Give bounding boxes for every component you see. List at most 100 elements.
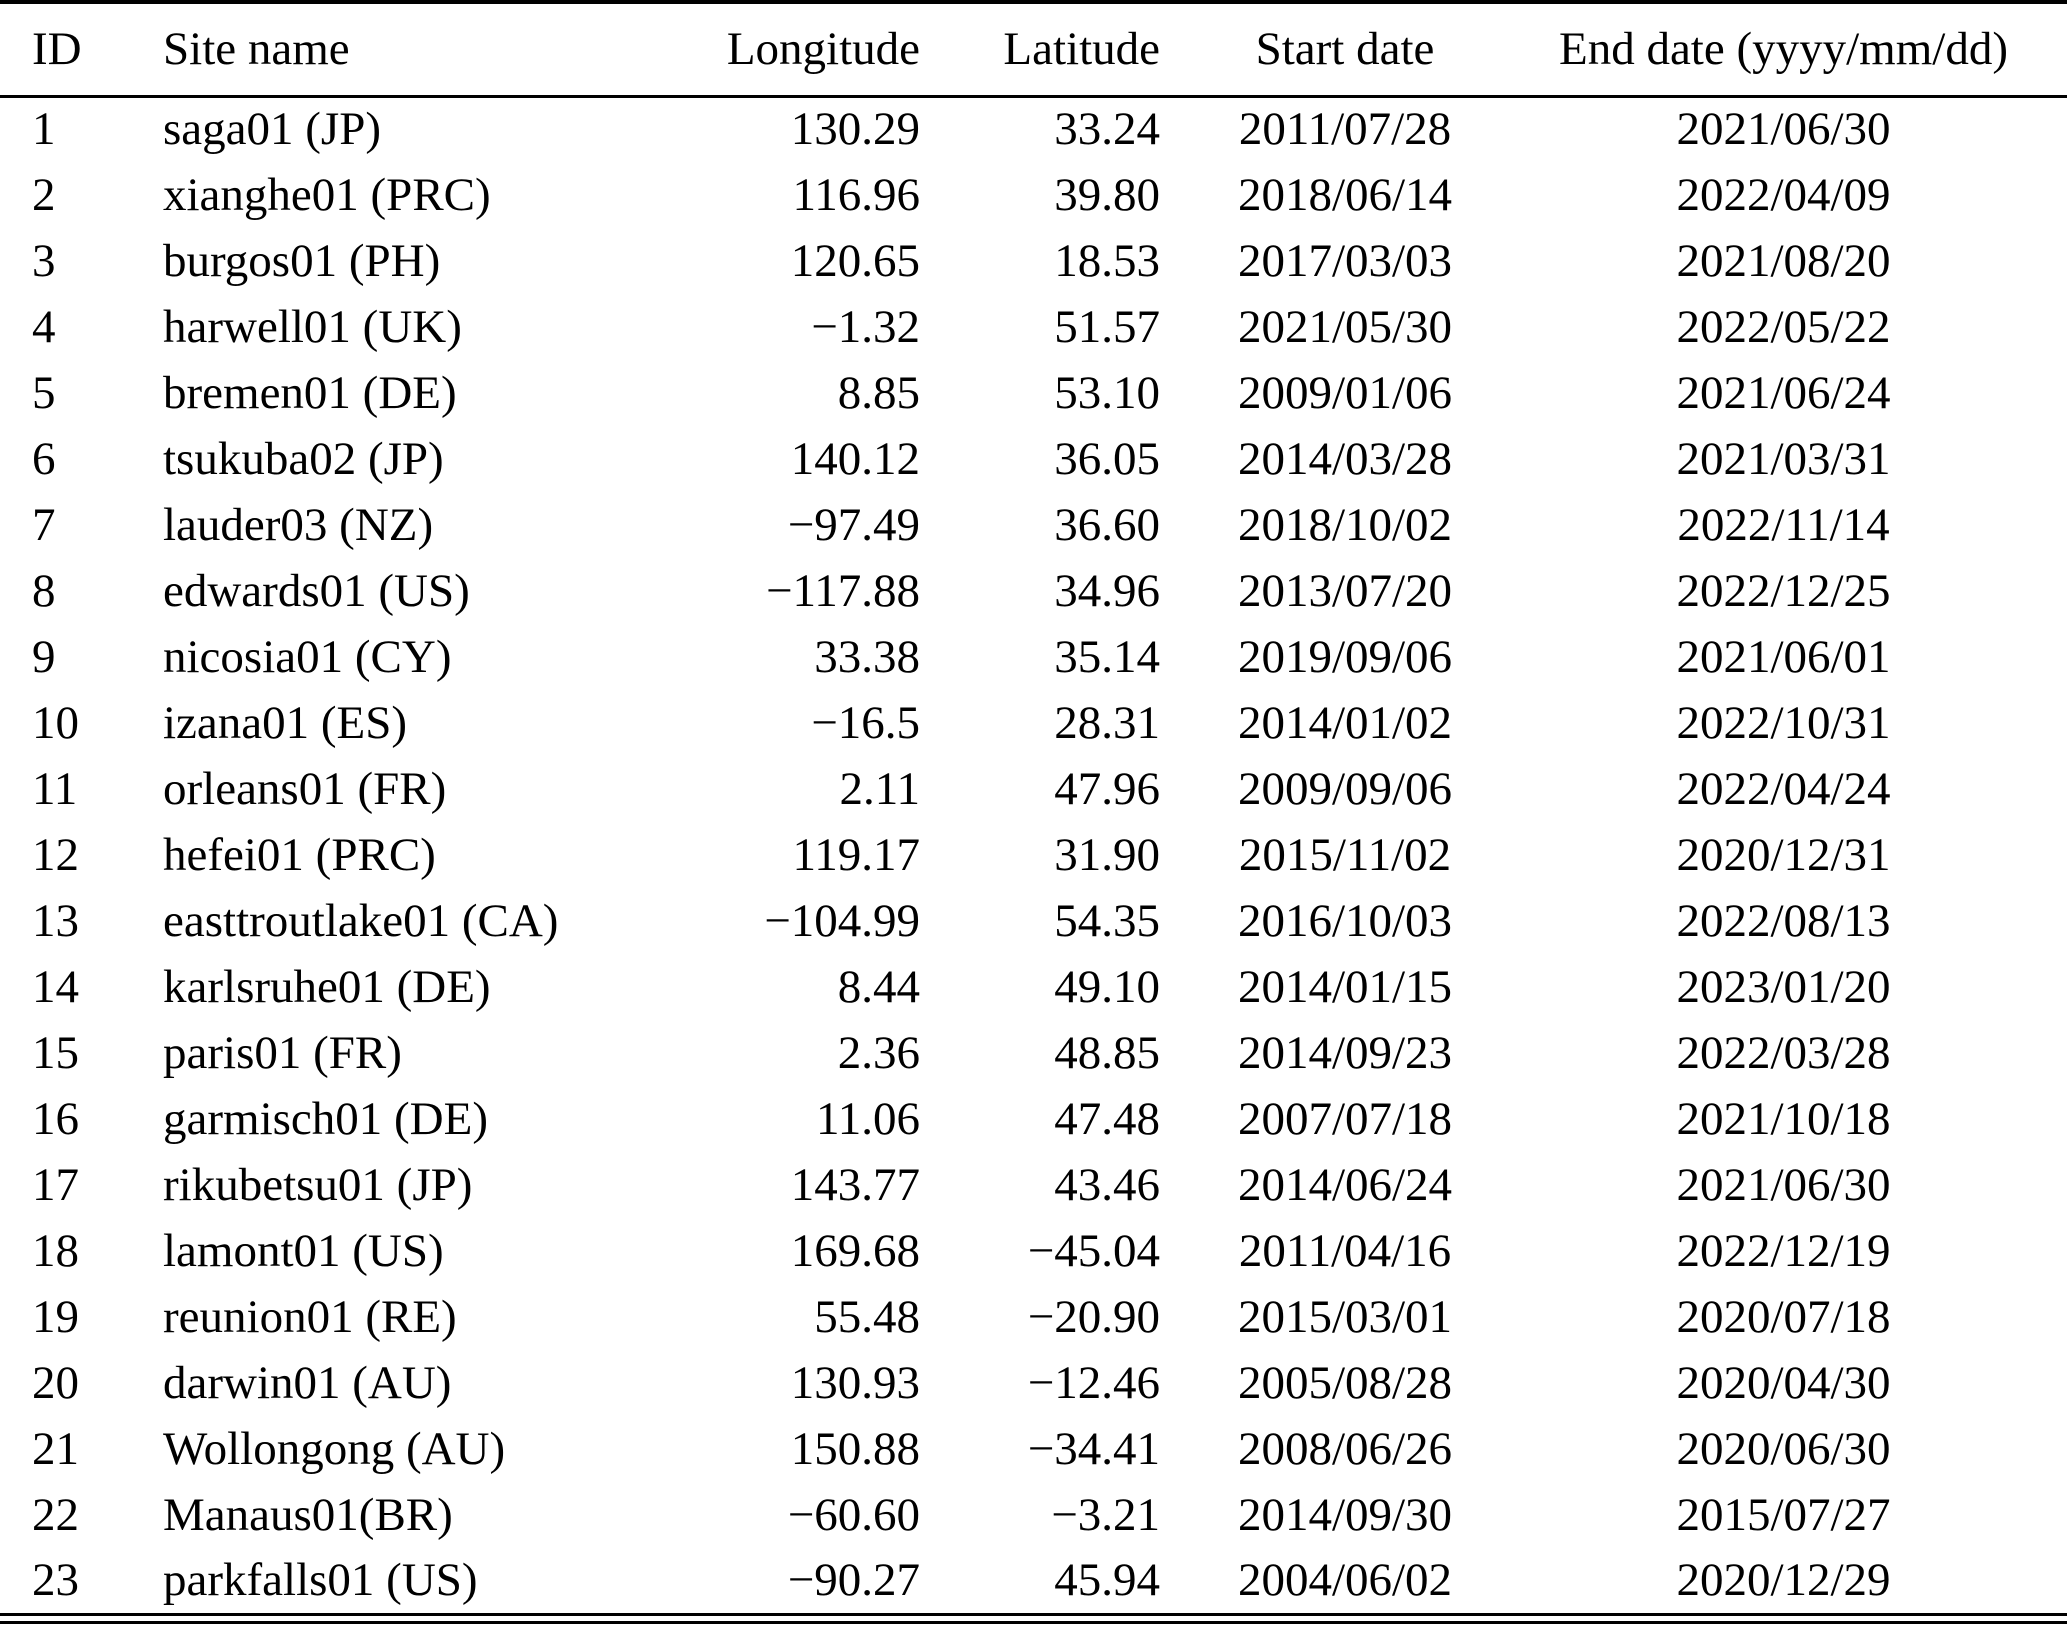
table-row: 19 reunion01 (RE) 55.48 −20.90 2015/03/01 202… bbox=[0, 1284, 2067, 1350]
cell-longitude: 2.11 bbox=[839, 762, 920, 815]
cell-latitude: −45.04 bbox=[1027, 1224, 1160, 1277]
cell-id: 17 bbox=[32, 1158, 79, 1211]
cell-id: 14 bbox=[32, 960, 79, 1013]
table-row: 15 paris01 (FR) 2.36 48.85 2014/09/23 2022/03… bbox=[0, 1020, 2067, 1086]
cell-start-date: 2011/04/16 bbox=[1238, 1224, 1452, 1277]
cell-longitude: 8.44 bbox=[837, 960, 920, 1013]
cell-site-name: lamont01 (US) bbox=[163, 1224, 444, 1277]
cell-latitude: 49.10 bbox=[1054, 960, 1160, 1013]
cell-start-date: 2016/10/03 bbox=[1237, 894, 1453, 947]
table-row: 5 bremen01 (DE) 8.85 53.10 2009/01/06 2021/06… bbox=[0, 360, 2067, 426]
table-row: 8 edwards01 (US) −117.88 34.96 2013/07/20 202… bbox=[0, 558, 2067, 624]
table-row: 18 lamont01 (US) 169.68 −45.04 2011/04/16 202… bbox=[0, 1218, 2067, 1284]
cell-id: 23 bbox=[32, 1553, 79, 1606]
table-row: 2 xianghe01 (PRC) 116.96 39.80 2018/06/14 202… bbox=[0, 162, 2067, 228]
table-row: 10 izana01 (ES) −16.5 28.31 2014/01/02 2022/1… bbox=[0, 690, 2067, 756]
cell-end-date: 2021/08/20 bbox=[1676, 234, 1891, 287]
table-row: 13 easttroutlake01 (CA) −104.99 54.35 2016/1… bbox=[0, 888, 2067, 954]
cell-start-date: 2009/01/06 bbox=[1237, 366, 1453, 419]
cell-start-date: 2013/07/20 bbox=[1237, 564, 1453, 617]
cell-latitude: 47.48 bbox=[1054, 1092, 1160, 1145]
cell-latitude: 54.35 bbox=[1054, 894, 1160, 947]
cell-end-date: 2022/12/19 bbox=[1676, 1224, 1891, 1277]
cell-latitude: 28.31 bbox=[1054, 696, 1160, 749]
table-row: 16 garmisch01 (DE) 11.06 47.48 2007/07/18 202… bbox=[0, 1086, 2067, 1152]
cell-start-date: 2008/06/26 bbox=[1237, 1422, 1453, 1475]
cell-site-name: lauder03 (NZ) bbox=[163, 498, 434, 551]
table-row: 17 rikubetsu01 (JP) 143.77 43.46 2014/06/24 2… bbox=[0, 1152, 2067, 1218]
table-body: 1 saga01 (JP) 130.29 33.24 2011/07/28 2021/06… bbox=[0, 96, 2067, 1614]
cell-longitude: 120.65 bbox=[790, 234, 920, 287]
cell-id: 13 bbox=[32, 894, 79, 947]
cell-site-name: saga01 (JP) bbox=[163, 103, 381, 156]
cell-latitude: 39.80 bbox=[1054, 168, 1160, 221]
cell-latitude: −34.41 bbox=[1027, 1422, 1160, 1475]
column-header-site-name: Site name bbox=[163, 22, 350, 75]
cell-longitude: −117.88 bbox=[765, 564, 920, 617]
cell-id: 2 bbox=[32, 168, 56, 221]
cell-latitude: −3.21 bbox=[1051, 1488, 1160, 1541]
cell-end-date: 2022/10/31 bbox=[1676, 696, 1891, 749]
cell-site-name: garmisch01 (DE) bbox=[163, 1092, 488, 1145]
cell-end-date: 2021/06/24 bbox=[1676, 366, 1891, 419]
cell-id: 4 bbox=[32, 300, 56, 353]
cell-id: 15 bbox=[32, 1026, 79, 1079]
cell-id: 3 bbox=[32, 234, 56, 287]
table-row: 7 lauder03 (NZ) −97.49 36.60 2018/10/02 2022/… bbox=[0, 492, 2067, 558]
cell-end-date: 2020/06/30 bbox=[1676, 1422, 1891, 1475]
cell-id: 6 bbox=[32, 432, 56, 485]
cell-site-name: tsukuba02 (JP) bbox=[163, 432, 444, 485]
cell-start-date: 2014/01/15 bbox=[1237, 960, 1453, 1013]
table-row: 6 tsukuba02 (JP) 140.12 36.05 2014/03/28 2021… bbox=[0, 426, 2067, 492]
table-row: 3 burgos01 (PH) 120.65 18.53 2017/03/03 2021/… bbox=[0, 228, 2067, 294]
cell-end-date: 2021/06/30 bbox=[1676, 1158, 1891, 1211]
cell-end-date: 2021/06/30 bbox=[1676, 103, 1891, 156]
cell-longitude: 116.96 bbox=[792, 168, 920, 221]
cell-id: 19 bbox=[32, 1290, 79, 1343]
table-row: 21 Wollongong (AU) 150.88 −34.41 2008/06/26 2… bbox=[0, 1416, 2067, 1482]
cell-site-name: bremen01 (DE) bbox=[163, 366, 457, 419]
cell-end-date: 2022/04/24 bbox=[1676, 762, 1891, 815]
cell-site-name: parkfalls01 (US) bbox=[163, 1553, 478, 1606]
cell-longitude: 8.85 bbox=[837, 366, 920, 419]
cell-longitude: 130.93 bbox=[790, 1356, 920, 1409]
cell-longitude: −60.60 bbox=[787, 1488, 920, 1541]
cell-id: 10 bbox=[32, 696, 79, 749]
cell-latitude: 53.10 bbox=[1054, 366, 1160, 419]
table-row: 22 Manaus01(BR) −60.60 −3.21 2014/09/30 2015/… bbox=[0, 1482, 2067, 1548]
cell-site-name: easttroutlake01 (CA) bbox=[163, 894, 559, 947]
cell-end-date: 2022/08/13 bbox=[1676, 894, 1891, 947]
cell-id: 5 bbox=[32, 366, 56, 419]
cell-longitude: −90.27 bbox=[787, 1553, 920, 1606]
cell-longitude: 130.29 bbox=[790, 103, 920, 156]
cell-longitude: −16.5 bbox=[811, 696, 920, 749]
cell-end-date: 2021/03/31 bbox=[1676, 432, 1891, 485]
cell-longitude: 169.68 bbox=[790, 1224, 920, 1277]
cell-id: 20 bbox=[32, 1356, 79, 1409]
cell-id: 1 bbox=[32, 103, 56, 156]
table-row: 14 karlsruhe01 (DE) 8.44 49.10 2014/01/15 202… bbox=[0, 954, 2067, 1020]
cell-end-date: 2022/12/25 bbox=[1676, 564, 1891, 617]
cell-end-date: 2022/03/28 bbox=[1676, 1026, 1891, 1079]
cell-site-name: nicosia01 (CY) bbox=[163, 630, 452, 683]
cell-start-date: 2018/06/14 bbox=[1237, 168, 1453, 221]
cell-start-date: 2014/03/28 bbox=[1237, 432, 1453, 485]
cell-start-date: 2015/11/02 bbox=[1238, 828, 1452, 881]
column-header-latitude: Latitude bbox=[1003, 22, 1160, 75]
cell-site-name: karlsruhe01 (DE) bbox=[163, 960, 491, 1013]
cell-latitude: 43.46 bbox=[1054, 1158, 1160, 1211]
cell-latitude: 34.96 bbox=[1054, 564, 1160, 617]
cell-id: 16 bbox=[32, 1092, 79, 1145]
cell-longitude: −1.32 bbox=[811, 300, 920, 353]
table-row: 20 darwin01 (AU) 130.93 −12.46 2005/08/28 202… bbox=[0, 1350, 2067, 1416]
cell-latitude: −12.46 bbox=[1027, 1356, 1160, 1409]
cell-start-date: 2014/06/24 bbox=[1237, 1158, 1453, 1211]
cell-end-date: 2021/10/18 bbox=[1676, 1092, 1891, 1145]
cell-start-date: 2014/09/30 bbox=[1237, 1488, 1453, 1541]
cell-start-date: 2011/07/28 bbox=[1238, 103, 1452, 156]
table-row: 12 hefei01 (PRC) 119.17 31.90 2015/11/02 2020… bbox=[0, 822, 2067, 888]
cell-end-date: 2022/04/09 bbox=[1676, 168, 1891, 221]
table-row: 9 nicosia01 (CY) 33.38 35.14 2019/09/06 2021/… bbox=[0, 624, 2067, 690]
